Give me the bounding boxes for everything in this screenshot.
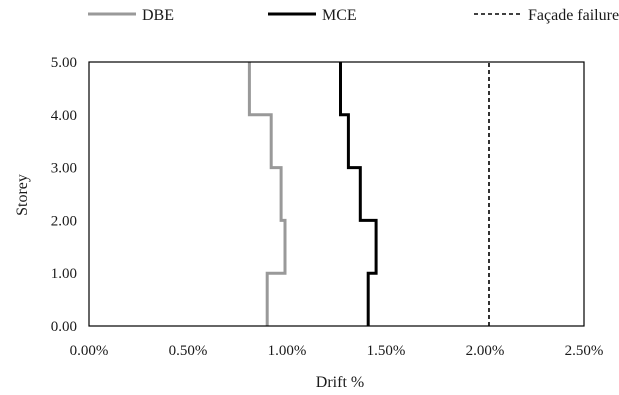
legend: DBE MCE Façade failure xyxy=(88,7,619,24)
x-tick-label: 0.50% xyxy=(169,343,208,359)
x-axis-tick-labels: 0.00% 0.50% 1.00% 1.50% 2.00% 2.50% xyxy=(70,343,604,359)
y-tick-label: 1.00 xyxy=(51,266,77,282)
y-tick-label: 4.00 xyxy=(51,108,77,124)
x-tick-label: 1.50% xyxy=(367,343,406,359)
x-tick-label: 1.00% xyxy=(268,343,307,359)
plot-area-border xyxy=(88,61,585,327)
y-tick-label: 3.00 xyxy=(51,161,77,177)
y-tick-label: 2.00 xyxy=(51,213,77,229)
y-tick-label: 0.00 xyxy=(51,319,77,335)
legend-label: DBE xyxy=(142,7,174,24)
x-tick-label: 0.00% xyxy=(70,343,109,359)
x-tick-label: 2.00% xyxy=(466,343,505,359)
y-axis-title: Storey xyxy=(14,174,31,216)
legend-label: MCE xyxy=(322,7,357,24)
x-tick-label: 2.50% xyxy=(565,343,604,359)
y-tick-label: 5.00 xyxy=(51,55,77,71)
series-line-dbe xyxy=(247,62,287,326)
legend-label: Façade failure xyxy=(528,7,619,24)
series-layer xyxy=(247,62,490,326)
y-axis-tick-labels: 0.00 1.00 2.00 3.00 4.00 5.00 xyxy=(51,55,77,335)
series-line-mce xyxy=(339,62,378,326)
x-axis-title: Drift % xyxy=(316,374,364,391)
